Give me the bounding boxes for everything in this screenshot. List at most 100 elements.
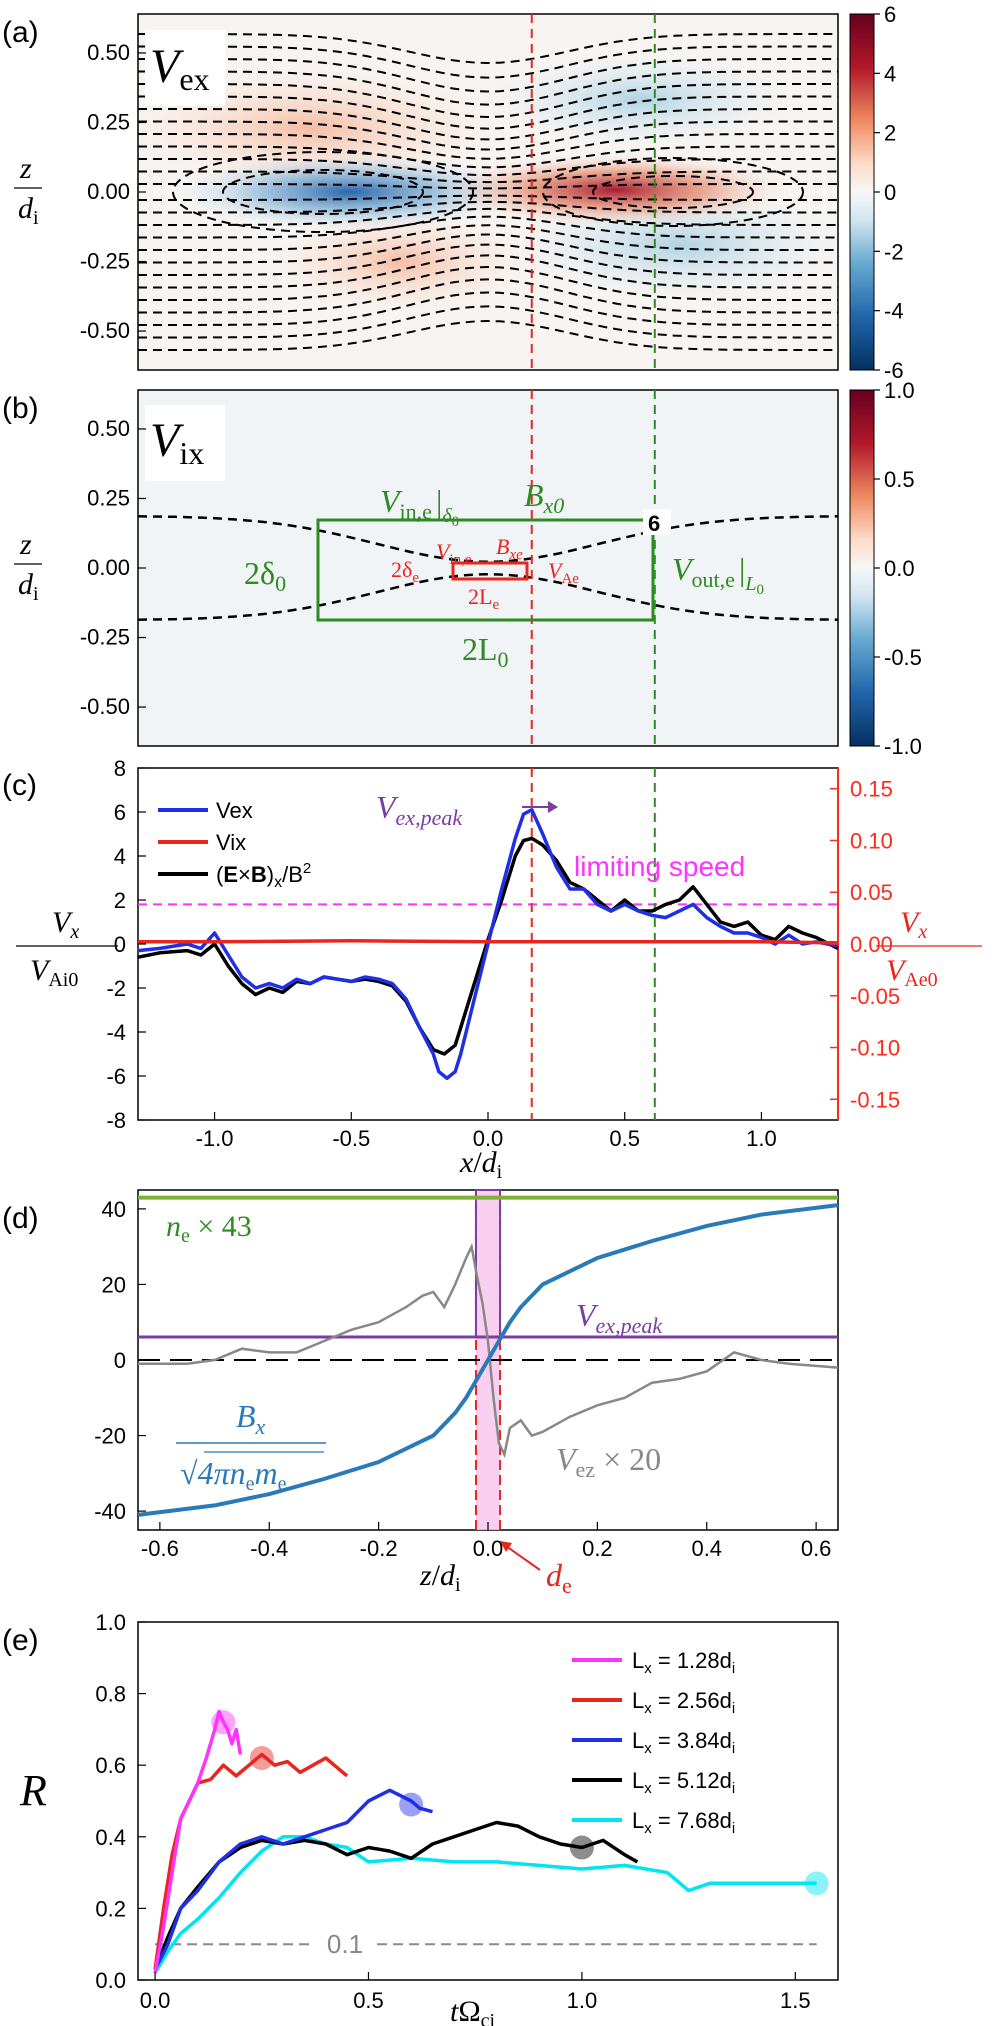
- ytick-label: 0.2: [95, 1896, 126, 1921]
- ytick-label: 4: [114, 844, 126, 869]
- series-R-marker: [569, 1835, 594, 1860]
- ref-line-label: 0.1: [327, 1929, 363, 1959]
- legend-label: Lx = 2.56di: [632, 1688, 735, 1717]
- field-line: [138, 305, 838, 339]
- series-R-line: [153, 1709, 243, 1974]
- colorbar-tick-label: -1.0: [884, 734, 922, 759]
- panel-c-ylabel-num: Vx: [52, 906, 79, 943]
- field-line: [138, 200, 838, 214]
- ytick-right-label: 0.00: [850, 932, 893, 957]
- heatmap-b-background: [138, 390, 838, 746]
- series-R-line: [153, 1788, 433, 1971]
- panel-e: (e) 0.1 0.0 0.5 1.0 1.5 0.0 0.2 0.4 0.6 0.8 1.0 L…: [2, 1610, 839, 2026]
- magnetic-island: [542, 157, 804, 227]
- series-R-line: [153, 1835, 817, 1974]
- two-L0-label: 2L0: [462, 631, 509, 672]
- panel-a-label: (a): [2, 16, 39, 49]
- field-lines-a: [138, 33, 838, 351]
- xtick-label: -0.2: [360, 1536, 398, 1561]
- ytick-right-label: -0.05: [850, 984, 900, 1009]
- separatrix-line: [138, 515, 838, 564]
- colorbar-b-ticks: 1.0 0.5 0.0 -0.5 -1.0: [874, 378, 922, 759]
- panel-c-plot: [137, 768, 839, 1120]
- magnetic-island: [172, 151, 474, 233]
- panel-b-quantity: Vix: [150, 414, 204, 471]
- panel-c-ylabel-right-num: Vx: [900, 906, 927, 943]
- panel-e-xlabel: tΩci: [450, 1995, 496, 2026]
- panel-d-vez-annot: Vez × 20: [556, 1441, 661, 1482]
- colorbar-a: [849, 13, 875, 371]
- series-vez-line: [138, 1242, 839, 1459]
- panel-c-peak-arrowhead: [548, 801, 558, 813]
- ytick-label: 0.00: [87, 555, 130, 580]
- field-line: [138, 194, 838, 201]
- field-line: [138, 145, 838, 169]
- xtick-label: 0.0: [473, 1536, 504, 1561]
- ytick-label: -2: [106, 976, 126, 1001]
- legend-label: Lx = 5.12di: [632, 1768, 735, 1797]
- field-line: [138, 224, 838, 251]
- ytick-label: 0.00: [87, 179, 130, 204]
- panel-d: (d) -0.6 -0.4 -0.2 0.0 0.2 0.4 0.6-40-2002040 …: [2, 1189, 839, 1598]
- panel-c: (c) -1.0 -0.5 0.0 0.5 1.0 -8 -6 -4 -2 0 2 4 6 8 0.15 0.…: [2, 756, 982, 1183]
- xtick-label: 1.5: [780, 1988, 811, 2013]
- ytick-label: 0.50: [87, 416, 130, 441]
- legend-label: Lx = 1.28di: [632, 1648, 735, 1677]
- field-line: [138, 108, 838, 141]
- legend-label: Lx = 7.68di: [632, 1808, 735, 1837]
- panel-d-peak-annot: Vex,peak: [576, 1297, 663, 1338]
- two-Le-label: 2Le: [468, 584, 499, 613]
- legend-label: Lx = 3.84di: [632, 1728, 735, 1757]
- colorbar-tick-label: 0: [884, 180, 896, 205]
- field-line: [138, 45, 838, 79]
- ytick-label: 1.0: [95, 1610, 126, 1635]
- ytick-right-label: 0.10: [850, 828, 893, 853]
- xtick-label: 0.5: [609, 1126, 640, 1151]
- panel-b-yticks: 0.50 0.25 0.00 -0.25 -0.50: [80, 416, 146, 719]
- xtick-label: 0.2: [582, 1536, 613, 1561]
- field-line: [138, 254, 838, 289]
- series-R-marker: [249, 1746, 274, 1771]
- vout-label: Vout,e |L0: [672, 551, 764, 598]
- panel-d-de-annot: de: [546, 1557, 572, 1598]
- ytick-label: -8: [106, 1108, 126, 1133]
- field-line: [138, 170, 838, 184]
- xtick-label: 0.4: [691, 1536, 722, 1561]
- ytick-label: 0.4: [95, 1825, 126, 1850]
- heatmap-a-pale-blue-upper: [490, 55, 790, 145]
- xtick-label: 0.0: [473, 1126, 504, 1151]
- field-line: [138, 70, 838, 106]
- panel-d-bx-num: Bx: [236, 1398, 266, 1439]
- ytick-right-label: 0.15: [850, 777, 893, 802]
- magnetic-island: [592, 175, 754, 209]
- ytick-label: 0.25: [87, 485, 130, 510]
- panel-c-xlabel: x/di: [459, 1146, 503, 1183]
- xtick-label: 0.0: [140, 1988, 171, 2013]
- ytick-label: 2: [114, 888, 126, 913]
- panel-e-label: (e): [2, 1624, 39, 1657]
- series-R-marker: [804, 1871, 829, 1896]
- inner-box-Le: [451, 561, 529, 581]
- outer-box-L0: [316, 518, 655, 622]
- series-vex-line: [137, 808, 839, 1080]
- field-line: [138, 33, 838, 65]
- ytick-label: 0.6: [95, 1753, 126, 1778]
- panel-e-frame: [137, 1621, 839, 1981]
- xtick-label: 1.0: [746, 1126, 777, 1151]
- field-line: [138, 158, 838, 177]
- panel-a-quantity: Vex: [150, 40, 210, 97]
- box-label: 6: [648, 511, 660, 536]
- colorbar-tick-label: 1.0: [884, 378, 915, 403]
- ytick-label: 0.0: [95, 1968, 126, 1993]
- field-line: [138, 319, 838, 351]
- panel-d-bx-den: √4πneme: [180, 1455, 287, 1495]
- colorbar-a-ticks: 6 4 2 0 -2 -4 -6: [874, 2, 904, 383]
- vin-delta0-label: Vin,e |δ0: [380, 483, 459, 530]
- colorbar-tick-label: 6: [884, 2, 896, 27]
- vae-label: VAe: [548, 558, 579, 587]
- series-R-marker: [399, 1792, 424, 1817]
- field-line: [138, 278, 838, 314]
- ytick-label: 40: [102, 1197, 126, 1222]
- field-line: [138, 58, 838, 93]
